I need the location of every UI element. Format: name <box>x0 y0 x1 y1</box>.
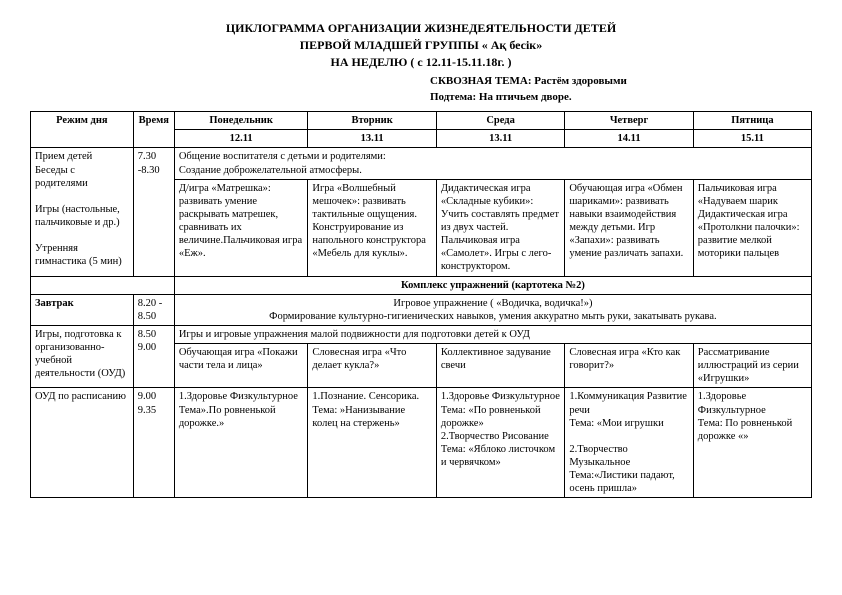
theme: СКВОЗНАЯ ТЕМА: Растём здоровыми <box>430 74 812 89</box>
meta-block: СКВОЗНАЯ ТЕМА: Растём здоровыми Подтема:… <box>430 74 812 105</box>
hdr-mon-date: 12.11 <box>174 130 308 148</box>
row-reception-1: Прием детейБеседы с родителямиИгры (наст… <box>31 148 812 179</box>
subtheme: Подтема: На птичьем дворе. <box>430 90 812 105</box>
cell-fri-reception: Пальчиковая игра «Надуваем шарик Дидакти… <box>693 179 811 276</box>
title-line1: ЦИКЛОГРАММА ОРГАНИЗАЦИИ ЖИЗНЕДЕЯТЕЛЬНОСТ… <box>30 20 812 37</box>
row-oud: ОУД по расписанию 9.00 9.35 1.Здоровье Ф… <box>31 388 812 498</box>
cell-reception-span: Общение воспитателя с детьми и родителям… <box>174 148 811 179</box>
cell-time-reception: 7.30 -8.30 <box>133 148 174 276</box>
hdr-wed-date: 13.11 <box>436 130 564 148</box>
row-complex: Комплекс упражнений (картотека №2) <box>31 276 812 294</box>
cell-breakfast-span: Игровое упражнение ( «Водичка, водичка!»… <box>174 294 811 325</box>
cell-mon-oud: 1.Здоровье Физкультурное Тема».По ровнен… <box>174 388 308 498</box>
cell-time-breakfast: 8.20 - 8.50 <box>133 294 174 325</box>
cell-regime-games: Игры, подготовка к организованно-учебной… <box>31 325 134 388</box>
hdr-mon: Понедельник <box>174 112 308 130</box>
hdr-tue: Вторник <box>308 112 436 130</box>
cell-wed-oud: 1.Здоровье ФизкультурноеТема: «По ровнен… <box>436 388 564 498</box>
schedule-table: Режим дня Время Понедельник Вторник Сред… <box>30 111 812 498</box>
hdr-fri-date: 15.11 <box>693 130 811 148</box>
header-row-1: Режим дня Время Понедельник Вторник Сред… <box>31 112 812 130</box>
cell-wed-games: Коллективное задувание свечи <box>436 344 564 388</box>
cell-complex: Комплекс упражнений (картотека №2) <box>174 276 811 294</box>
cell-regime-oud: ОУД по расписанию <box>31 388 134 498</box>
cell-tue-reception: Игра «Волшебный мешочек»: развивать такт… <box>308 179 436 276</box>
hdr-time: Время <box>133 112 174 148</box>
cell-regime-reception: Прием детейБеседы с родителямиИгры (наст… <box>31 148 134 276</box>
cell-time-oud: 9.00 9.35 <box>133 388 174 498</box>
cell-regime-breakfast: Завтрак <box>31 294 134 325</box>
cell-thu-oud: 1.Коммуникация Развитие речиТема: «Мои и… <box>565 388 693 498</box>
cell-thu-games: Словесная игра «Кто как говорит?» <box>565 344 693 388</box>
row-games-1: Игры, подготовка к организованно-учебной… <box>31 325 812 343</box>
cell-fri-games: Рассматривание иллюстраций из серии «Игр… <box>693 344 811 388</box>
hdr-thu: Четверг <box>565 112 693 130</box>
cell-mon-games: Обучающая игра «Покажи части тела и лица… <box>174 344 308 388</box>
hdr-wed: Среда <box>436 112 564 130</box>
doc-title: ЦИКЛОГРАММА ОРГАНИЗАЦИИ ЖИЗНЕДЕЯТЕЛЬНОСТ… <box>30 20 812 70</box>
cell-mon-reception: Д/игра «Матрешка»: развивать умение раск… <box>174 179 308 276</box>
cell-time-games: 8.50 9.00 <box>133 325 174 388</box>
hdr-fri: Пятница <box>693 112 811 130</box>
hdr-tue-date: 13.11 <box>308 130 436 148</box>
title-line2: ПЕРВОЙ МЛАДШЕЙ ГРУППЫ « Ақ бесік» <box>30 37 812 54</box>
hdr-thu-date: 14.11 <box>565 130 693 148</box>
row-breakfast: Завтрак 8.20 - 8.50 Игровое упражнение (… <box>31 294 812 325</box>
title-line3: НА НЕДЕЛЮ ( с 12.11-15.11.18г. ) <box>30 54 812 71</box>
cell-tue-oud: 1.Познание. Сенсорика.Тема: »Нанизывание… <box>308 388 436 498</box>
cell-games-span: Игры и игровые упражнения малой подвижно… <box>174 325 811 343</box>
cell-thu-reception: Обучающая игра «Обмен шариками»: развива… <box>565 179 693 276</box>
cell-fri-oud: 1.Здоровье ФизкультурноеТема: По ровнень… <box>693 388 811 498</box>
hdr-regime: Режим дня <box>31 112 134 148</box>
cell-complex-empty <box>31 276 175 294</box>
cell-tue-games: Словесная игра «Что делает кукла?» <box>308 344 436 388</box>
cell-wed-reception: Дидактическая игра «Складные кубики»: Уч… <box>436 179 564 276</box>
